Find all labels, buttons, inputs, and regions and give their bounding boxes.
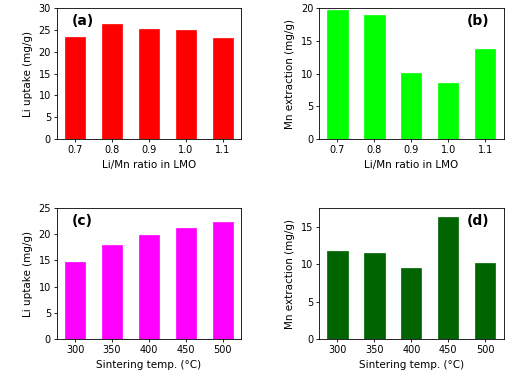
- Bar: [327, 10, 347, 139]
- Bar: [176, 228, 196, 339]
- Bar: [65, 262, 85, 339]
- X-axis label: Li/Mn ratio in LMO: Li/Mn ratio in LMO: [102, 160, 196, 170]
- Bar: [364, 253, 384, 339]
- Bar: [364, 15, 384, 139]
- Bar: [139, 29, 159, 139]
- Bar: [139, 235, 159, 339]
- Bar: [102, 245, 122, 339]
- X-axis label: Sintering temp. (°C): Sintering temp. (°C): [359, 360, 464, 370]
- Bar: [65, 37, 85, 139]
- Text: (d): (d): [466, 215, 489, 228]
- Y-axis label: Mn extraction (mg/g): Mn extraction (mg/g): [285, 19, 296, 129]
- Bar: [213, 38, 233, 139]
- X-axis label: Li/Mn ratio in LMO: Li/Mn ratio in LMO: [364, 160, 458, 170]
- Bar: [102, 25, 122, 139]
- Bar: [176, 30, 196, 139]
- Text: (a): (a): [71, 14, 94, 28]
- Bar: [401, 268, 421, 339]
- X-axis label: Sintering temp. (°C): Sintering temp. (°C): [96, 360, 201, 370]
- Text: (c): (c): [71, 215, 93, 228]
- Bar: [401, 73, 421, 139]
- Bar: [213, 222, 233, 339]
- Y-axis label: Mn extraction (mg/g): Mn extraction (mg/g): [285, 218, 296, 328]
- Bar: [327, 251, 347, 339]
- Bar: [438, 83, 458, 139]
- Y-axis label: Li uptake (mg/g): Li uptake (mg/g): [23, 30, 33, 117]
- Y-axis label: Li uptake (mg/g): Li uptake (mg/g): [23, 230, 33, 317]
- Bar: [438, 217, 458, 339]
- Bar: [475, 262, 495, 339]
- Bar: [475, 49, 495, 139]
- Text: (b): (b): [466, 14, 489, 28]
